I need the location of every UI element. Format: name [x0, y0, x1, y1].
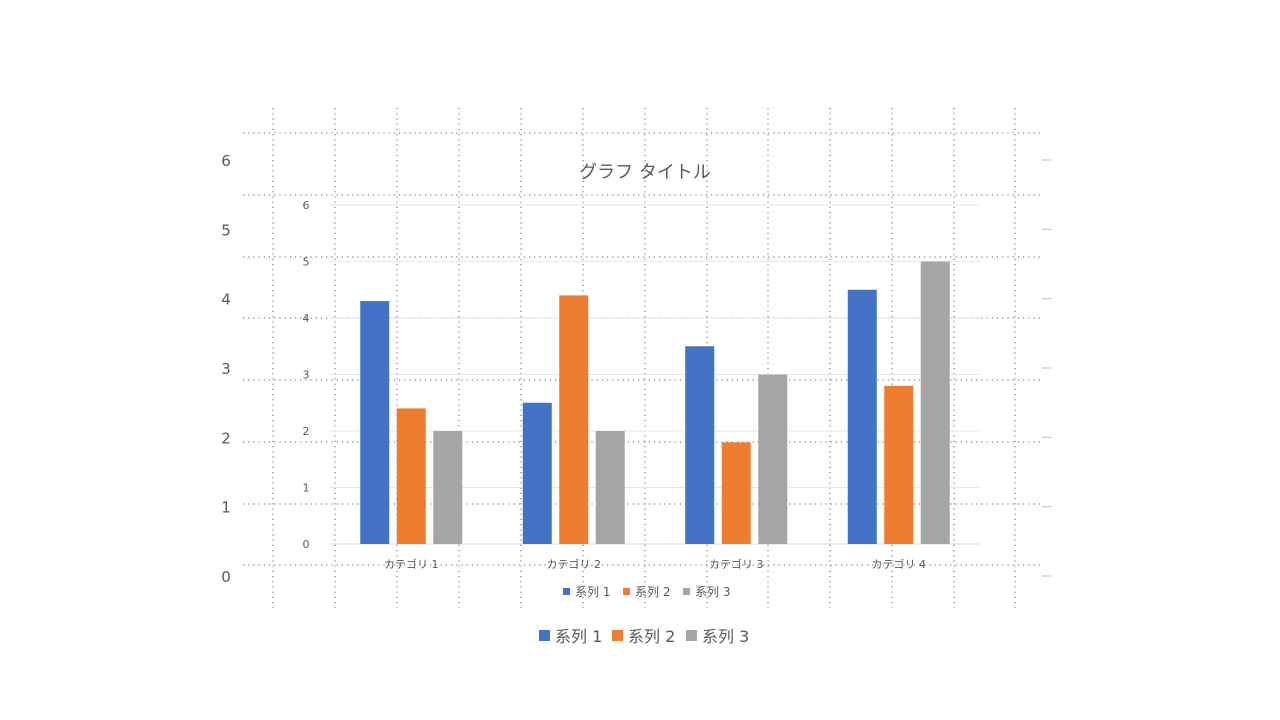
bar-1-3 [685, 346, 715, 544]
outer-y-tick-label: 4 [221, 291, 231, 309]
bar-2-3 [721, 442, 751, 544]
x-tick-label: カテゴリ 2 [547, 557, 602, 571]
x-axis-labels: カテゴリ 1 カテゴリ 2 カテゴリ 3 カテゴリ 4 [384, 557, 926, 571]
inner-y-tick-label: 2 [303, 425, 310, 438]
outer-y-tick-label: 0 [221, 568, 231, 586]
outer-legend-swatch [612, 630, 623, 641]
bar-1-4 [847, 289, 877, 544]
bar-marks [360, 261, 950, 544]
bar-2-4 [884, 385, 914, 544]
outer-legend: 系列 1 系列 2 系列 3 [539, 627, 749, 646]
x-tick-label: カテゴリ 1 [384, 557, 439, 571]
outer-legend-label: 系列 1 [555, 627, 602, 646]
outer-y-tick-label: 3 [221, 360, 231, 378]
inner-y-tick-label: 6 [303, 199, 310, 212]
outer-y-tick-label: 1 [221, 499, 231, 517]
inner-y-tick-label: 5 [303, 256, 310, 269]
inner-legend-label: 系列 1 [575, 585, 610, 599]
bar-3-2 [595, 431, 625, 544]
bar-1-1 [360, 301, 390, 544]
outer-legend-swatch [686, 630, 697, 641]
bar-2-2 [559, 295, 589, 544]
inner-gridlines [330, 204, 980, 545]
x-tick-label: カテゴリ 3 [709, 557, 764, 571]
inner-legend: 系列 1 系列 2 系列 3 [563, 585, 730, 599]
inner-legend-label: 系列 2 [635, 585, 670, 599]
bar-1-2 [522, 402, 552, 544]
inner-y-tick-label: 3 [303, 369, 310, 382]
x-tick-label: カテゴリ 4 [872, 557, 927, 571]
outer-legend-swatch [539, 630, 550, 641]
inner-legend-swatch [623, 588, 630, 595]
outer-legend-label: 系列 2 [628, 627, 675, 646]
bar-3-3 [758, 374, 788, 544]
outer-y-axis-labels: 0 1 2 3 4 5 6 [221, 152, 231, 586]
inner-y-tick-label: 0 [303, 538, 310, 551]
inner-legend-label: 系列 3 [695, 585, 730, 599]
outer-y-tick-label: 2 [221, 429, 231, 447]
inner-y-axis-labels: 0 1 2 3 4 5 6 [303, 199, 310, 551]
inner-legend-swatch [683, 588, 690, 595]
outer-legend-label: 系列 3 [702, 627, 749, 646]
chart-title: グラフ タイトル [579, 162, 711, 183]
inner-legend-swatch [563, 588, 570, 595]
outer-y-tick-label: 6 [221, 152, 231, 170]
inner-y-tick-label: 4 [303, 312, 310, 325]
outer-right-tick-marks [1042, 159, 1052, 577]
bar-2-1 [396, 408, 426, 544]
outer-y-tick-label: 5 [221, 221, 231, 239]
bar-3-1 [433, 431, 463, 544]
inner-y-tick-label: 1 [303, 482, 310, 495]
bar-3-4 [920, 261, 950, 544]
